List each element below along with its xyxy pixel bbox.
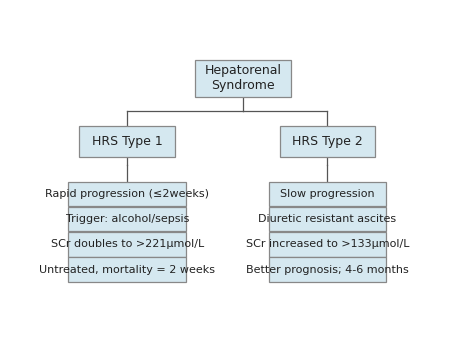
Text: SCr doubles to >221μmol/L: SCr doubles to >221μmol/L: [51, 239, 204, 249]
Text: Trigger: alcohol/sepsis: Trigger: alcohol/sepsis: [65, 214, 189, 224]
FancyBboxPatch shape: [68, 257, 186, 282]
Text: HRS Type 2: HRS Type 2: [292, 135, 363, 148]
Text: Better prognosis; 4-6 months: Better prognosis; 4-6 months: [246, 265, 409, 274]
FancyBboxPatch shape: [269, 182, 386, 206]
FancyBboxPatch shape: [195, 60, 291, 97]
FancyBboxPatch shape: [68, 182, 186, 206]
Text: Rapid progression (≤2weeks): Rapid progression (≤2weeks): [45, 189, 209, 199]
Text: HRS Type 1: HRS Type 1: [92, 135, 163, 148]
Text: SCr increased to >133μmol/L: SCr increased to >133μmol/L: [246, 239, 409, 249]
FancyBboxPatch shape: [68, 232, 186, 257]
FancyBboxPatch shape: [68, 207, 186, 231]
FancyBboxPatch shape: [80, 126, 175, 157]
Text: Hepatorenal
Syndrome: Hepatorenal Syndrome: [204, 65, 282, 93]
Text: Slow progression: Slow progression: [280, 189, 375, 199]
Text: Diuretic resistant ascites: Diuretic resistant ascites: [258, 214, 396, 224]
FancyBboxPatch shape: [269, 257, 386, 282]
FancyBboxPatch shape: [269, 207, 386, 231]
Text: Untreated, mortality = 2 weeks: Untreated, mortality = 2 weeks: [39, 265, 215, 274]
FancyBboxPatch shape: [280, 126, 375, 157]
FancyBboxPatch shape: [269, 232, 386, 257]
